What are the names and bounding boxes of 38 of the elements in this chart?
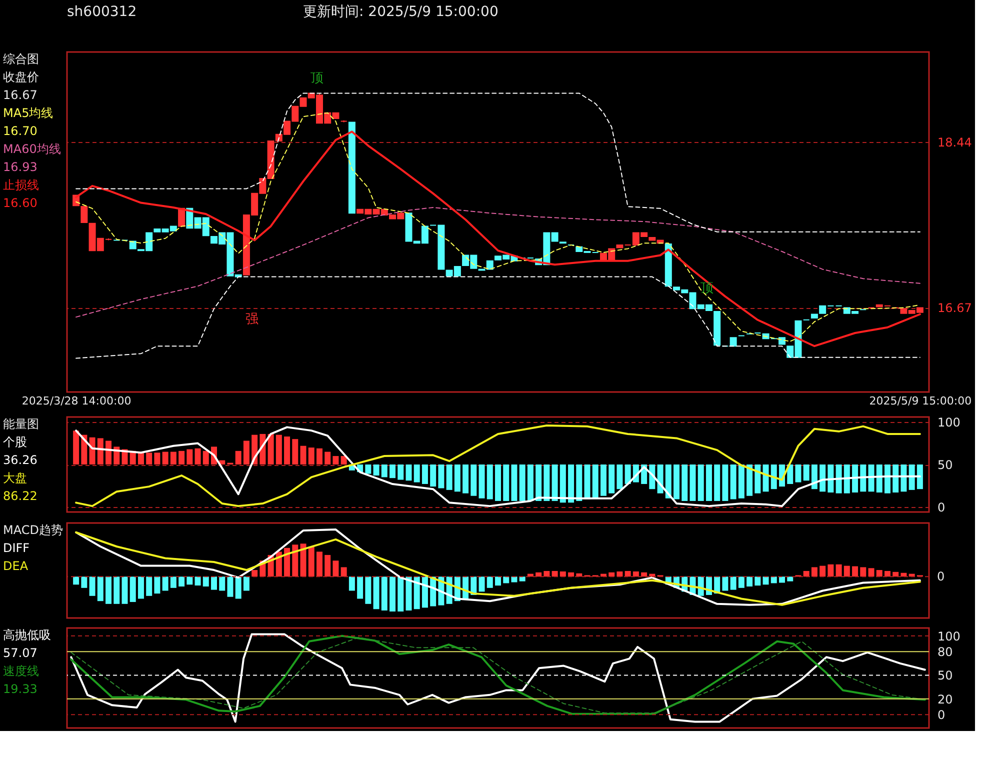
- text: 更新时间: 2025/5/9 15:00:00: [303, 4, 498, 20]
- x-tick-label: 2025/5/9 15:00:00: [869, 394, 972, 408]
- text: 高抛低吸: [3, 628, 51, 642]
- y-tick-label: 50: [938, 458, 953, 472]
- text: MA60均线: [3, 142, 61, 156]
- chart-title: 能量图: [3, 417, 39, 431]
- text: DIFF: [3, 541, 30, 555]
- text: 收盘价: [3, 70, 39, 84]
- text: 个股: [3, 435, 27, 449]
- y-tick-label: 100: [938, 629, 960, 644]
- annotation: 顶: [310, 71, 324, 86]
- y-tick-label: 0: [938, 500, 946, 514]
- text: DEA: [3, 559, 29, 573]
- text: 16.70: [3, 124, 38, 138]
- annotation: 强: [246, 312, 258, 327]
- text: 36.26: [3, 453, 38, 467]
- text: 速度线: [3, 664, 39, 678]
- text: 大盘: [3, 471, 27, 485]
- y-tick-label: 16.67: [938, 301, 972, 316]
- text: 止损线: [3, 178, 39, 192]
- text: 57.07: [3, 646, 38, 660]
- text: sh600312: [67, 4, 137, 20]
- text: 16.67: [3, 88, 38, 102]
- text: 19.33: [3, 682, 38, 696]
- y-tick-label: 100: [938, 416, 960, 430]
- text: 16.60: [3, 196, 38, 210]
- y-tick-label: 80: [938, 645, 953, 660]
- text: 86.22: [3, 489, 38, 503]
- text: MA5均线: [3, 106, 54, 120]
- chart-title: MACD趋势: [3, 523, 63, 537]
- x-tick-label: 2025/3/28 14:00:00: [22, 394, 132, 408]
- y-tick-label: 20: [938, 692, 953, 706]
- y-tick-label: 50: [938, 668, 953, 683]
- y-tick-label: 18.44: [938, 135, 972, 150]
- y-tick-label: 0: [938, 708, 946, 722]
- chart-title: 综合图: [3, 52, 39, 66]
- annotation: 顶: [700, 281, 714, 296]
- text: 16.93: [3, 160, 38, 174]
